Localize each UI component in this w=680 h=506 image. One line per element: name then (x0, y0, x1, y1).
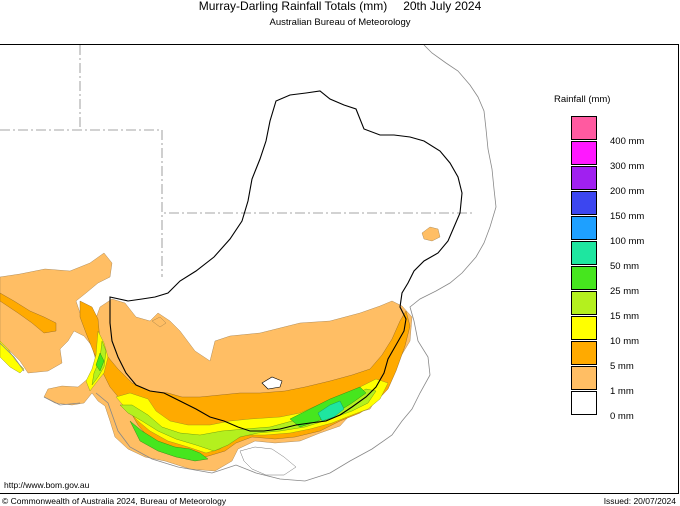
legend-swatches: 400 mm 300 mm 200 mm 150 mm 100 mm 50 mm 25 mm… (571, 116, 644, 422)
legend-label: 400 mm (610, 136, 645, 147)
map-title: Murray-Darling Rainfall Totals (mm) 20th … (0, 0, 680, 14)
coastline (0, 45, 497, 482)
legend-swatch: 200 mm (571, 166, 644, 197)
map-date: 20th July 2024 (403, 0, 482, 13)
rainfall-map-svg (0, 45, 497, 482)
legend-label: 150 mm (610, 211, 645, 222)
map-subtitle: Australian Bureau of Meteorology (269, 17, 411, 28)
legend-label: 1 mm (610, 386, 634, 397)
source-url[interactable]: http://www.bom.gov.au (4, 480, 90, 490)
legend-swatch: 150 mm (571, 191, 644, 222)
rainfall-zone-island-patch (151, 316, 167, 328)
dry-area-south (239, 446, 297, 476)
legend-label: 15 mm (610, 311, 640, 322)
copyright-text: © Commonwealth of Australia 2024, Bureau… (2, 496, 227, 506)
legend-label: 200 mm (610, 186, 645, 197)
legend-swatch: 10 mm (571, 316, 639, 347)
legend-swatch: 1 mm (571, 366, 634, 397)
rainfall-zone-north-patch (421, 226, 441, 242)
legend-title: Rainfall (mm) (554, 94, 611, 105)
legend-label: 5 mm (610, 361, 634, 372)
dry-area-hole (261, 376, 283, 390)
legend-swatch: 15 mm (571, 291, 639, 322)
legend-swatch: 25 mm (571, 266, 639, 297)
legend-swatch: 0 mm (571, 391, 634, 422)
legend-label: 50 mm (610, 261, 640, 272)
legend-swatch: 300 mm (571, 141, 644, 172)
legend-swatch: 100 mm (571, 216, 644, 247)
basin-boundary (109, 90, 463, 432)
map-title-text: Murray-Darling Rainfall Totals (mm) (198, 0, 388, 13)
state-border (0, 45, 472, 277)
legend-swatch: 400 mm (571, 116, 644, 147)
legend-label: 10 mm (610, 336, 640, 347)
rainfall-map (0, 44, 679, 494)
legend-label: 100 mm (610, 236, 645, 247)
legend-swatch: 5 mm (571, 341, 634, 372)
legend-label: 300 mm (610, 161, 645, 172)
legend-label: 0 mm (610, 411, 634, 422)
legend-swatch: 50 mm (571, 241, 639, 272)
issued-date: Issued: 20/07/2024 (603, 496, 676, 506)
legend-label: 25 mm (610, 286, 640, 297)
